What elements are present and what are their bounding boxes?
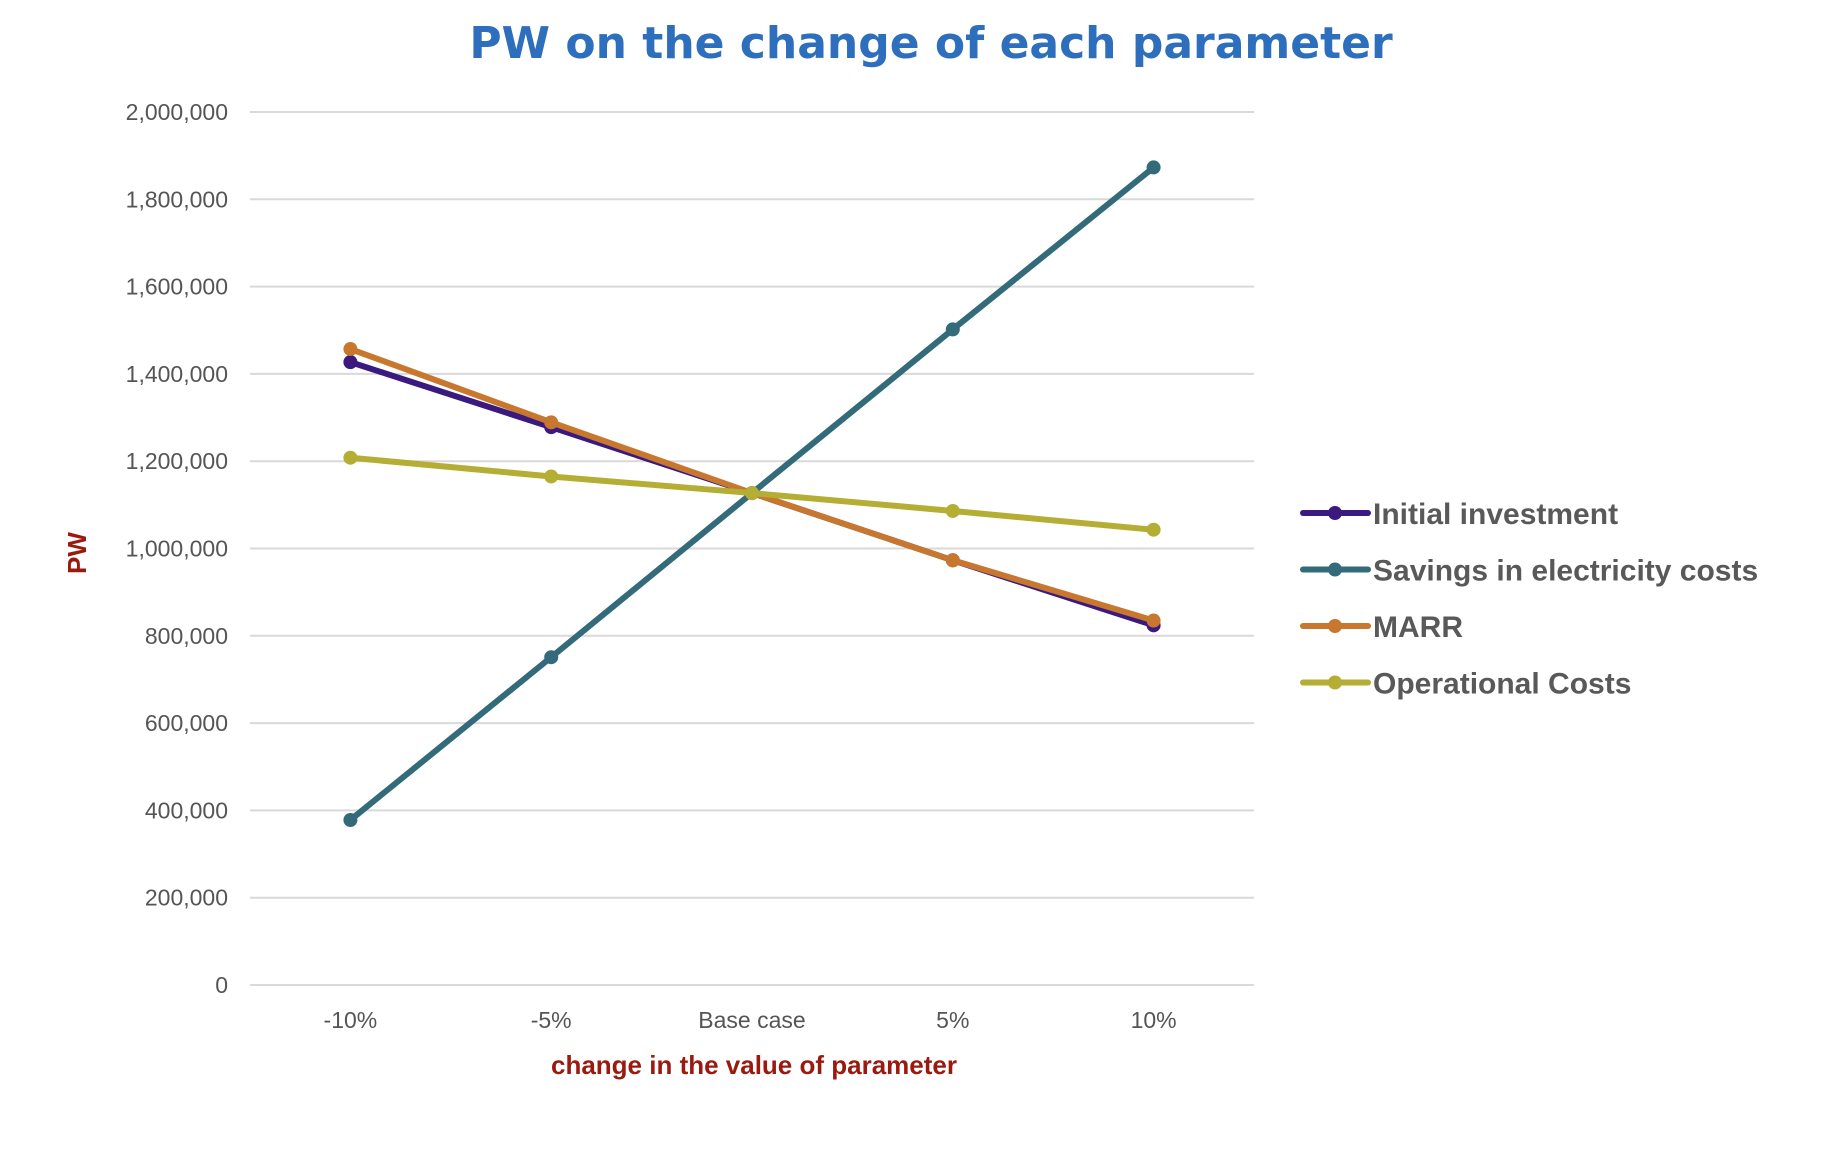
y-tick-label: 1,000,000 xyxy=(126,536,228,562)
x-tick-label: -10% xyxy=(324,1007,378,1033)
x-tick-label: Base case xyxy=(698,1007,805,1033)
legend-item: Savings in electricity costs xyxy=(1300,555,1758,588)
legend-marker xyxy=(1328,562,1342,577)
legend-item: MARR xyxy=(1300,611,1463,644)
legend-marker xyxy=(1328,675,1342,690)
legend-marker xyxy=(1328,619,1342,633)
legend-label: Savings in electricity costs xyxy=(1373,555,1758,588)
data-point xyxy=(1146,160,1161,175)
x-axis-ticks: -10% -5% Base case 5% 10% xyxy=(324,1007,1177,1033)
x-tick-label: 10% xyxy=(1131,1007,1177,1033)
gridlines xyxy=(250,111,1254,986)
legend-item: Initial investment xyxy=(1300,498,1618,531)
series-line xyxy=(349,346,1155,624)
y-axis-ticks: 0 200,000 400,000 600,000 800,000 1,000,000 1,… xyxy=(126,99,228,998)
data-point xyxy=(343,342,358,357)
data-point xyxy=(945,503,960,518)
x-tick-label: -5% xyxy=(531,1007,572,1033)
data-point xyxy=(343,813,358,828)
y-tick-label: 1,800,000 xyxy=(126,186,228,212)
y-axis-label: PW xyxy=(62,532,92,574)
series-lines xyxy=(343,160,1161,828)
legend-item: Operational Costs xyxy=(1300,668,1631,701)
y-tick-label: 800,000 xyxy=(145,623,228,649)
data-point xyxy=(544,650,559,665)
data-point xyxy=(544,415,559,430)
legend-label: Operational Costs xyxy=(1373,668,1631,701)
legend-label: MARR xyxy=(1373,611,1463,644)
y-tick-label: 0 xyxy=(215,972,228,998)
y-tick-label: 600,000 xyxy=(145,710,228,736)
data-point xyxy=(945,553,960,568)
legend-marker xyxy=(1328,506,1342,520)
y-tick-label: 1,600,000 xyxy=(126,274,228,300)
legend-label: Initial investment xyxy=(1373,498,1618,531)
y-tick-label: 400,000 xyxy=(145,797,228,823)
data-point xyxy=(343,450,358,465)
data-point xyxy=(544,469,559,484)
series-operational-costs xyxy=(343,450,1161,537)
x-tick-label: 5% xyxy=(936,1007,969,1033)
series-marr xyxy=(343,342,1161,628)
data-point xyxy=(745,486,759,501)
x-axis-label: change in the value of parameter xyxy=(551,1050,957,1080)
data-point xyxy=(945,322,960,337)
y-tick-label: 1,400,000 xyxy=(126,361,228,387)
legend: Initial investment Savings in electricity… xyxy=(1300,498,1758,701)
y-tick-label: 2,000,000 xyxy=(126,99,228,125)
data-point xyxy=(343,355,358,370)
chart-title: PW on the change of each parameter xyxy=(469,18,1393,69)
y-tick-label: 200,000 xyxy=(145,885,228,911)
y-tick-label: 1,200,000 xyxy=(126,448,228,474)
data-point xyxy=(1146,522,1161,537)
data-point xyxy=(1146,613,1161,628)
